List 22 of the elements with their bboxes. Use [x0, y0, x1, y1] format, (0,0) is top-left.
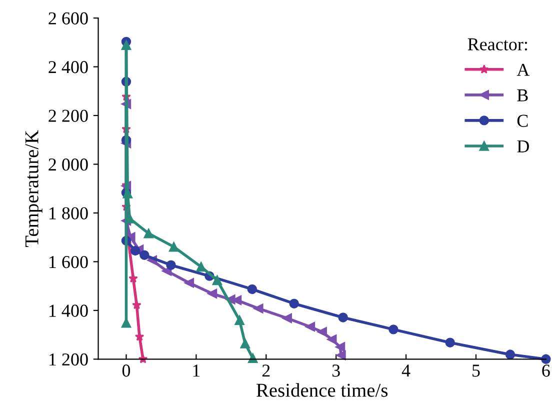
legend-label: D	[517, 140, 529, 152]
legend-label: B	[517, 89, 528, 102]
x-axis-title: Residence time/s	[256, 383, 388, 397]
y-tick-label: 2 000	[48, 158, 88, 171]
y-tick-label: 1 600	[49, 256, 88, 268]
y-tick-label: 2 400	[48, 61, 88, 74]
y-tick-label: 2 200	[48, 110, 88, 122]
legend-title: Reactor:	[468, 38, 527, 50]
y-tick-label: 1 400	[49, 304, 88, 317]
x-tick-label: 5	[472, 364, 480, 377]
legend-label: A	[516, 64, 530, 76]
x-tick-label: 1	[193, 364, 200, 377]
legend-label: C	[517, 114, 528, 127]
x-tick-label: 3	[332, 364, 340, 377]
y-tick-label: 2 600	[48, 12, 88, 24]
y-tick-label: 1 200	[49, 353, 88, 366]
y-axis-title: Temperature/K	[25, 130, 42, 247]
x-tick-label: 6	[542, 364, 550, 377]
x-tick-label: 2	[262, 364, 270, 377]
x-tick-label: 0	[122, 364, 130, 377]
x-tick-label: 4	[402, 364, 410, 377]
y-tick-label: 1 800	[49, 207, 88, 220]
